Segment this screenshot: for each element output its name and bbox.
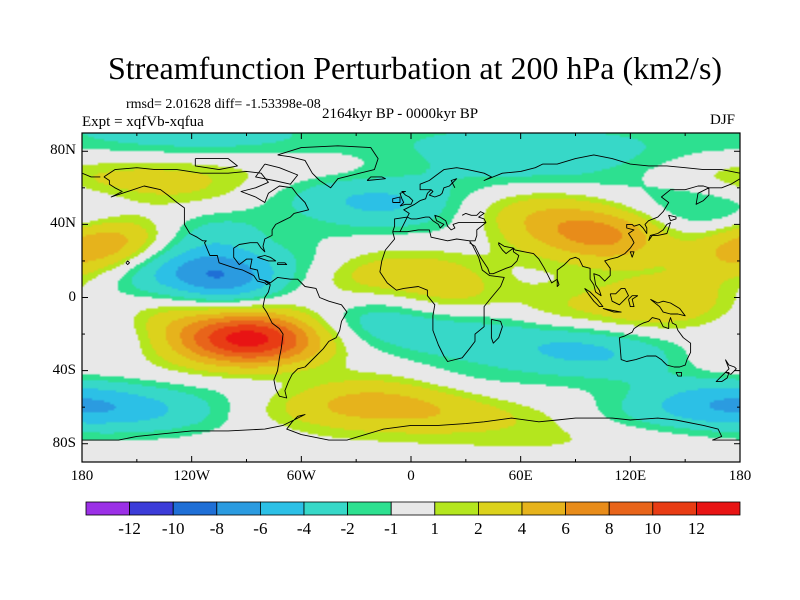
anomaly-contour-field [82, 133, 740, 462]
coastline-segment [82, 414, 740, 441]
colorbar-swatch [216, 501, 261, 516]
coastline-segment [629, 251, 635, 258]
season-label: DJF [710, 112, 736, 128]
coastline-segment [584, 288, 604, 308]
longitude-label: 120E [614, 468, 647, 484]
coastline-segment [255, 163, 299, 185]
colorbar-swatch [565, 501, 610, 516]
coastline-segment [461, 211, 487, 223]
coastline-segment [399, 191, 414, 207]
colorbar-swatch [347, 501, 392, 516]
coastline-segment [277, 262, 288, 266]
colorbar-label: -2 [340, 519, 355, 538]
colorbar-swatch [434, 501, 479, 516]
latitude-label: 40N [50, 215, 76, 232]
longitude-label: 180 [728, 468, 752, 484]
coastlines [82, 145, 740, 441]
colorbar-label: 6 [561, 519, 570, 538]
colorbar-label: -1 [384, 519, 399, 538]
coastline-segment [392, 154, 740, 232]
colorbar-swatch [172, 501, 218, 516]
coastline-segment [257, 255, 277, 262]
coastline-segment [648, 222, 671, 242]
latitude-label: 40S [52, 361, 76, 378]
coastline-segment [602, 308, 622, 313]
coastline-segment [675, 371, 682, 377]
longitude-label: 60W [286, 468, 316, 484]
longitude-label: 60E [508, 468, 533, 484]
coastline-segment [194, 158, 238, 171]
colorbar-label: 8 [604, 519, 614, 538]
coastline-segment [262, 276, 348, 399]
colorbar-label: 12 [687, 519, 705, 538]
colorbar-label: -4 [296, 519, 312, 538]
coastline-segment [668, 214, 677, 222]
colorbar-label: -12 [118, 519, 141, 538]
colorbar-swatch [696, 501, 741, 516]
coastline-segment [556, 279, 560, 287]
colorbar-swatch [303, 501, 348, 516]
colorbar-swatch [608, 501, 654, 516]
latitude-label: 80S [52, 434, 76, 451]
coastline-segment [428, 178, 458, 198]
coastline-segment [392, 196, 401, 203]
latitude-label: 80N [50, 142, 76, 159]
longitude-label: 120W [173, 468, 210, 484]
coastline-segment [82, 172, 101, 178]
axis-ticks [81, 133, 741, 462]
colorbar-label: -10 [161, 519, 185, 538]
longitude-label: 180 [70, 468, 94, 484]
coastline-segment [715, 371, 730, 383]
colorbar-label: 1 [430, 519, 440, 538]
colorbar-label: -6 [253, 519, 268, 538]
colorbar-label: 4 [517, 519, 527, 538]
coastline-segment [277, 145, 379, 189]
colorbar-label: 2 [474, 519, 483, 538]
coastline-segment [618, 317, 692, 368]
coastline-segment [490, 318, 503, 344]
coastline-segment [724, 359, 737, 375]
coastline-segment [469, 178, 740, 297]
colorbar-label: 10 [644, 519, 662, 538]
colorbar-swatch [652, 501, 697, 516]
longitude-label: 0 [407, 468, 415, 484]
colorbar-swatch [390, 501, 436, 516]
coastline-segment [103, 167, 310, 286]
colorbar-swatch [85, 501, 130, 516]
coastline-segment [628, 295, 639, 308]
rmsd-diff-text: rmsd= 2.01628 diff= -1.53398e-08 [126, 97, 321, 112]
time-period-text: 2164kyr BP - 0000kyr BP [322, 106, 479, 122]
colorbar [85, 501, 741, 516]
coastline-segment [609, 287, 629, 306]
coastline-segment [650, 298, 686, 317]
map-title: Streamfunction Perturbation at 200 hPa (… [107, 50, 723, 86]
experiment-text: Expt = xqfVb-xqfua [82, 114, 204, 130]
colorbar-swatch [521, 501, 566, 516]
coastline-segment [399, 214, 487, 242]
coastline-segment [125, 260, 130, 266]
coastline-segment [379, 229, 505, 362]
colorbar-swatch [477, 501, 523, 516]
colorbar-swatch [259, 501, 305, 516]
latitude-label: 0 [68, 288, 77, 305]
colorbar-swatch [129, 501, 174, 516]
coastline-segment [366, 176, 386, 181]
colorbar-label: -8 [209, 519, 224, 538]
